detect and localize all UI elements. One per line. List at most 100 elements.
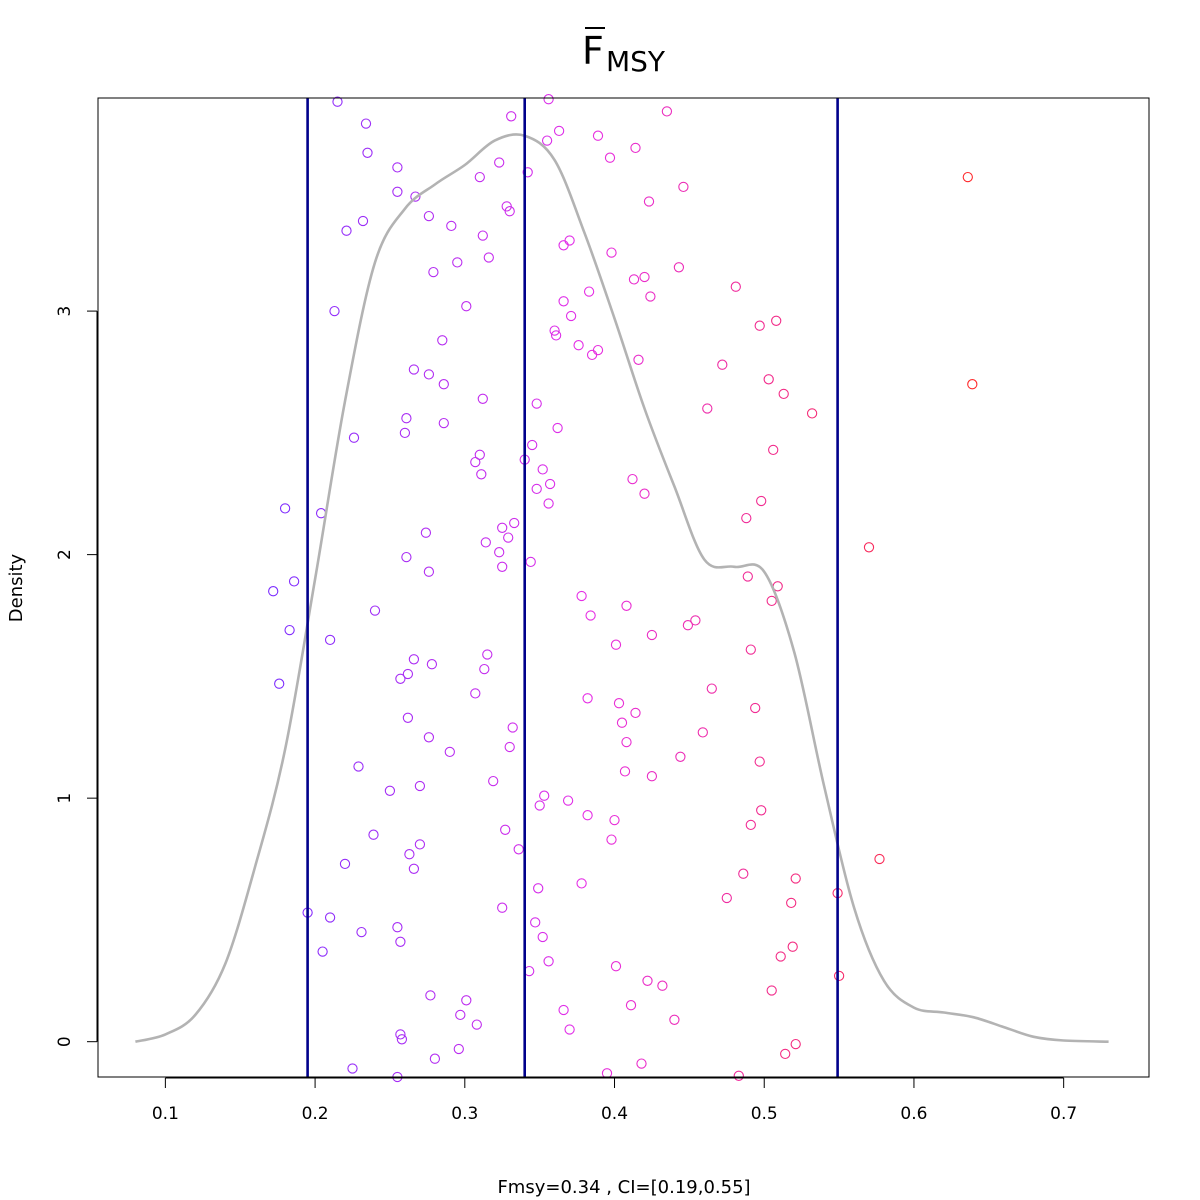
- scatter-point: [408, 863, 420, 874]
- scatter-point: [480, 537, 491, 548]
- scatter-point: [576, 878, 587, 889]
- x-tick-label: 0.6: [900, 1104, 927, 1124]
- scatter-point: [414, 780, 426, 792]
- scatter-point: [357, 215, 369, 227]
- scatter-point: [733, 1070, 744, 1081]
- scatter-point: [657, 980, 668, 991]
- scatter-point: [426, 659, 438, 670]
- scatter-point: [645, 291, 656, 302]
- scatter-point: [353, 761, 364, 772]
- scatter-point: [488, 775, 499, 787]
- scatter-point: [646, 629, 658, 641]
- scatter-point: [503, 532, 514, 543]
- scatter-point: [619, 766, 631, 777]
- scatter-point: [787, 941, 798, 952]
- scatter-point: [543, 498, 554, 509]
- scatter-point: [678, 181, 689, 193]
- scatter-point: [604, 152, 616, 163]
- scatter-point: [553, 125, 565, 137]
- y-axis-label: Density: [6, 553, 27, 622]
- scatter-point: [513, 844, 524, 855]
- scatter-point: [356, 926, 367, 938]
- scatter-point: [646, 771, 658, 782]
- scatter-point: [477, 230, 488, 241]
- scatter-point: [500, 824, 511, 835]
- scatter-point: [522, 167, 533, 178]
- scatter-point: [531, 398, 542, 409]
- scatter-point: [395, 1029, 406, 1040]
- scatter-point: [471, 1019, 482, 1030]
- chart-title: F MSY: [582, 27, 666, 78]
- scatter-point: [317, 946, 328, 957]
- scatter-point: [627, 473, 638, 485]
- scatter-point: [562, 795, 574, 806]
- scatter-point: [790, 1038, 801, 1050]
- scatter-point: [423, 566, 435, 577]
- scatter-point: [630, 707, 641, 719]
- scatter-point: [754, 756, 765, 767]
- x-tick-label: 0.4: [601, 1104, 628, 1124]
- scatter-point: [552, 422, 563, 434]
- scatter-point: [706, 683, 717, 694]
- scatter-point: [610, 639, 622, 650]
- scatter-point: [778, 388, 789, 400]
- scatter-point: [669, 1014, 680, 1025]
- scatter-point: [633, 354, 644, 365]
- scatter-point: [402, 712, 414, 723]
- scatter-point: [531, 483, 542, 495]
- scatter-point: [410, 191, 421, 202]
- scatter-point: [423, 210, 435, 222]
- scatter-point: [682, 620, 694, 631]
- scatter-point: [438, 379, 449, 390]
- scatter-point: [339, 858, 351, 870]
- x-axis-label: Fmsy=0.34 , CI=[0.19,0.55]: [497, 1177, 750, 1198]
- scatter-point: [586, 349, 598, 361]
- scatter-point: [745, 644, 756, 655]
- scatter-point: [404, 849, 415, 860]
- scatter-point: [401, 551, 412, 563]
- scatter-point: [420, 527, 432, 538]
- scatter-point: [573, 340, 584, 351]
- scatter-point: [610, 961, 622, 972]
- scatter-point: [423, 369, 435, 380]
- y-tick-label: 3: [55, 306, 75, 317]
- scatter-point: [549, 325, 560, 336]
- scatter-point: [324, 634, 336, 646]
- scatter-point: [625, 1000, 637, 1011]
- scatter-point: [628, 274, 640, 285]
- scatter-point: [661, 106, 673, 117]
- scatter-point: [474, 171, 485, 183]
- scatter-point: [483, 252, 494, 263]
- scatter-point: [341, 225, 352, 236]
- scatter-point: [673, 262, 685, 273]
- scatter-point: [324, 912, 336, 923]
- scatter-point: [582, 693, 593, 704]
- x-tick-label: 0.7: [1050, 1104, 1077, 1124]
- x-tick-label: 0.3: [451, 1104, 478, 1124]
- scatter-point: [565, 310, 577, 322]
- scatter-point: [592, 130, 604, 141]
- scatter-point: [444, 746, 455, 758]
- scatter-point: [414, 839, 426, 850]
- scatter-points: [268, 94, 978, 1083]
- scatter-point: [806, 408, 818, 419]
- y-tick-label: 2: [55, 549, 75, 560]
- title-subscript: MSY: [606, 45, 666, 78]
- scatter-point: [833, 970, 845, 982]
- scatter-point: [494, 157, 505, 168]
- scatter-point: [504, 741, 515, 753]
- scatter-point: [585, 610, 596, 621]
- scatter-point: [438, 417, 449, 429]
- scatter-point: [558, 296, 569, 307]
- scatter-point: [470, 456, 481, 468]
- scatter-point: [504, 206, 515, 217]
- scatter-point: [544, 478, 556, 490]
- scatter-point: [543, 956, 554, 967]
- scatter-point: [384, 785, 396, 796]
- scatter-point: [332, 96, 343, 107]
- scatter-point: [564, 1024, 575, 1035]
- scatter-point: [279, 503, 291, 514]
- scatter-point: [606, 834, 617, 845]
- scatter-point: [396, 1034, 408, 1045]
- scatter-point: [497, 902, 508, 913]
